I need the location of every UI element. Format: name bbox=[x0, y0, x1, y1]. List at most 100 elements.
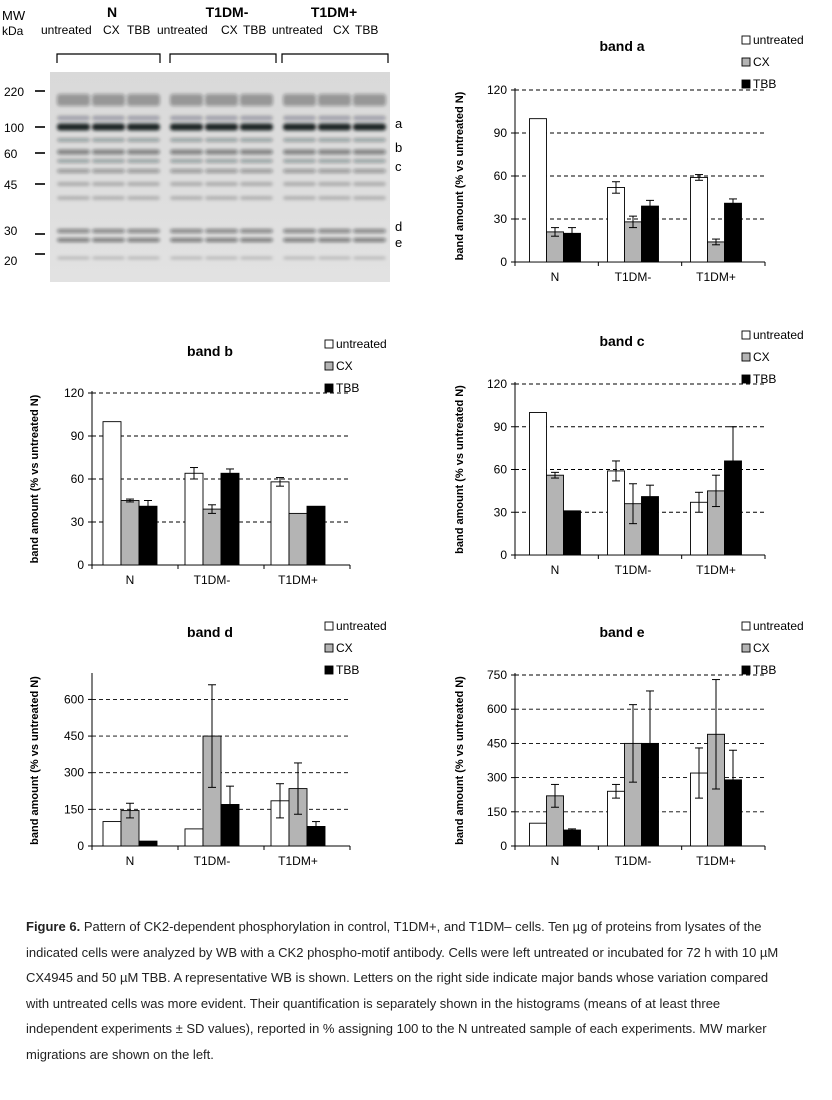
x-tick-label: T1DM+ bbox=[696, 270, 736, 284]
blot-band bbox=[318, 94, 351, 106]
y-tick-label: 120 bbox=[487, 83, 507, 97]
blot-band bbox=[205, 149, 238, 155]
blot-band bbox=[205, 115, 238, 121]
blot-band bbox=[318, 115, 351, 121]
blot-band bbox=[318, 256, 351, 260]
blot-band bbox=[57, 196, 90, 200]
blot-group-t1dm-plus: T1DM+ bbox=[311, 4, 357, 20]
blot-band bbox=[57, 138, 90, 142]
y-tick-label: 90 bbox=[71, 429, 85, 443]
chart-title: band d bbox=[187, 624, 233, 640]
y-tick-label: 150 bbox=[487, 805, 507, 819]
x-tick-label: T1DM- bbox=[615, 854, 652, 868]
blot-band bbox=[318, 182, 351, 186]
mw-label: MW bbox=[2, 8, 26, 23]
blot-band bbox=[57, 159, 90, 163]
bar-tbb bbox=[220, 472, 240, 566]
blot-band bbox=[205, 123, 238, 131]
blot-group-t1dm-minus: T1DM- bbox=[206, 4, 249, 20]
bar-untreated bbox=[102, 821, 122, 847]
blot-band bbox=[205, 159, 238, 163]
lane-label: CX bbox=[103, 23, 120, 37]
blot-band bbox=[283, 138, 316, 142]
blot-band bbox=[205, 182, 238, 186]
blot-band bbox=[127, 169, 160, 173]
y-tick-label: 120 bbox=[487, 377, 507, 391]
blot-band bbox=[353, 238, 386, 242]
blot-band bbox=[92, 94, 125, 106]
bar-cx bbox=[120, 500, 140, 566]
legend-label: untreated bbox=[753, 33, 804, 47]
blot-band bbox=[57, 182, 90, 186]
y-tick-label: 0 bbox=[77, 558, 84, 572]
blot-band bbox=[283, 123, 316, 131]
blot-band bbox=[240, 138, 273, 142]
y-tick-label: 120 bbox=[64, 386, 84, 400]
blot-band bbox=[318, 149, 351, 155]
blot-band bbox=[240, 115, 273, 121]
legend-swatch-cx bbox=[741, 352, 751, 362]
lane-label: untreated bbox=[157, 23, 208, 37]
kda-label: kDa bbox=[2, 24, 24, 38]
y-tick-label: 0 bbox=[77, 839, 84, 853]
chart-title: band a bbox=[599, 38, 644, 54]
bar-untreated bbox=[270, 481, 290, 566]
bar-untreated bbox=[102, 421, 122, 566]
marker-label: 30 bbox=[4, 224, 18, 238]
y-tick-label: 60 bbox=[71, 472, 85, 486]
y-tick-label: 30 bbox=[494, 505, 508, 519]
blot-band bbox=[283, 149, 316, 155]
chart-band_d: band d band amount (% vs untreated N) 0 150… bbox=[29, 619, 387, 868]
lane-label: CX bbox=[333, 23, 350, 37]
legend-label: TBB bbox=[336, 663, 359, 677]
y-axis-label: band amount (% vs untreated N) bbox=[454, 676, 466, 845]
blot-band bbox=[170, 94, 203, 106]
band-letter: c bbox=[395, 159, 402, 174]
blot-band bbox=[283, 169, 316, 173]
blot-band bbox=[353, 138, 386, 142]
blot-band bbox=[170, 256, 203, 260]
legend-swatch-tbb bbox=[741, 79, 751, 89]
lane-label: untreated bbox=[272, 23, 323, 37]
blot-band bbox=[92, 182, 125, 186]
blot-band bbox=[353, 115, 386, 121]
legend-label: untreated bbox=[336, 337, 387, 351]
blot-band bbox=[353, 94, 386, 106]
bar-untreated bbox=[184, 828, 204, 847]
blot-band bbox=[283, 159, 316, 163]
figure-caption: Figure 6. Pattern of CK2-dependent phosp… bbox=[26, 914, 786, 1067]
blot-band bbox=[170, 238, 203, 242]
blot-band bbox=[240, 256, 273, 260]
blot-band bbox=[57, 123, 90, 131]
blot-bands bbox=[57, 94, 386, 260]
marker-label: 100 bbox=[4, 121, 24, 135]
x-tick-label: N bbox=[551, 854, 560, 868]
blot-band bbox=[283, 115, 316, 121]
blot-band bbox=[240, 123, 273, 131]
blot-band bbox=[318, 169, 351, 173]
legend-swatch-tbb bbox=[741, 374, 751, 384]
blot-band bbox=[318, 196, 351, 200]
blot-band bbox=[283, 94, 316, 106]
marker-label: 60 bbox=[4, 147, 18, 161]
blot-band bbox=[92, 229, 125, 233]
y-tick-label: 30 bbox=[71, 515, 85, 529]
bar-tbb bbox=[138, 505, 158, 566]
y-axis-label: band amount (% vs untreated N) bbox=[454, 91, 466, 260]
blot-band bbox=[170, 159, 203, 163]
blot-band bbox=[170, 115, 203, 121]
bar-untreated bbox=[607, 470, 625, 556]
legend-swatch-untreated bbox=[324, 621, 334, 631]
y-tick-label: 450 bbox=[487, 736, 507, 750]
y-tick-label: 0 bbox=[500, 255, 507, 269]
legend-label: TBB bbox=[753, 663, 776, 677]
x-tick-label: N bbox=[551, 563, 560, 577]
blot-band bbox=[353, 229, 386, 233]
bar-cx bbox=[202, 508, 222, 566]
bar-untreated bbox=[184, 472, 204, 566]
blot-band bbox=[283, 238, 316, 242]
legend-label: CX bbox=[336, 359, 353, 373]
legend-label: CX bbox=[336, 641, 353, 655]
blot-band bbox=[353, 196, 386, 200]
legend-swatch-untreated bbox=[741, 330, 751, 340]
